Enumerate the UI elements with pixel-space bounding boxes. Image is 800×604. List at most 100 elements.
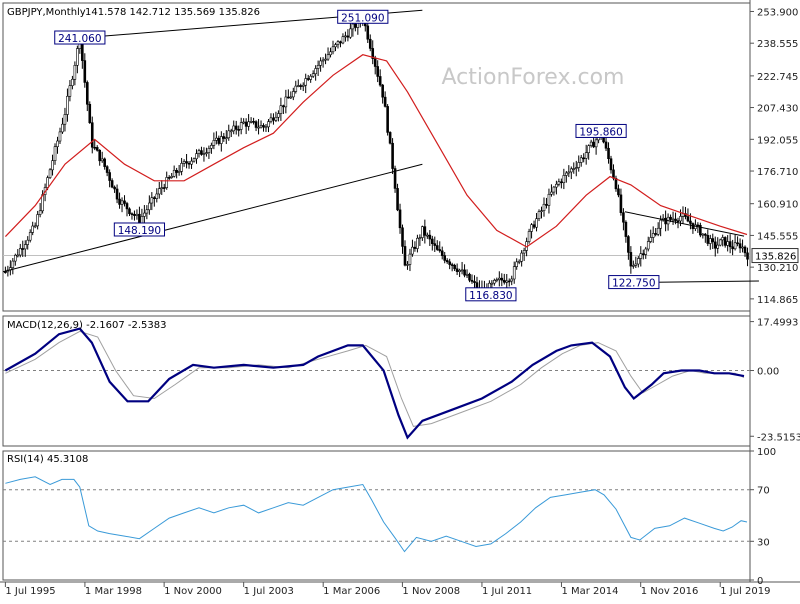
candle-body: [381, 84, 384, 98]
candle-body: [393, 168, 397, 189]
candle-body: [93, 146, 97, 149]
candle-body: [562, 175, 566, 184]
candle-body: [671, 218, 675, 221]
candle-body: [306, 78, 310, 80]
candle-body: [115, 188, 119, 200]
macd-tick-label: 0.00: [757, 367, 779, 378]
candle-body: [584, 152, 588, 159]
candle-body: [172, 169, 176, 177]
candle-body: [413, 246, 417, 249]
candle-body: [145, 209, 149, 214]
candle-body: [453, 264, 456, 270]
candle-body: [165, 177, 169, 188]
candle-body: [108, 172, 111, 181]
candle-body: [701, 233, 705, 236]
candle-body: [71, 78, 74, 87]
macd-title: MACD(12,26,9) -2.1607 -2.5383: [7, 320, 167, 331]
candle-body: [448, 261, 451, 265]
candle-body: [689, 220, 692, 224]
candle-body: [537, 211, 541, 220]
candle-body: [90, 122, 94, 148]
candle-body: [594, 139, 598, 148]
candle-body: [123, 200, 126, 204]
candle-body: [249, 121, 253, 123]
candle-body: [706, 235, 710, 244]
candle-body: [632, 265, 635, 267]
candle-body: [587, 145, 590, 153]
candle-body: [321, 59, 325, 62]
candle-body: [98, 150, 102, 162]
candle-body: [555, 183, 558, 188]
candle-body: [696, 224, 700, 227]
candle-body: [567, 171, 571, 174]
candle-body: [676, 220, 680, 222]
rsi-line: [5, 476, 748, 553]
candle-body: [522, 250, 526, 254]
candle-body: [83, 60, 87, 83]
candle-body: [398, 209, 402, 229]
candle-body: [493, 280, 496, 284]
candle-body: [267, 121, 270, 128]
candle-body: [659, 219, 662, 229]
price-annotation: 195.860: [579, 126, 622, 138]
candle-body: [262, 125, 265, 128]
candle-body: [569, 168, 573, 173]
last-price-label: 135.826: [755, 252, 796, 263]
price-annotation: 116.830: [469, 290, 512, 302]
candle-body: [68, 85, 72, 97]
candle-body: [455, 268, 459, 272]
macd-tick-label: 17.4993: [757, 318, 798, 329]
candle-body: [435, 245, 439, 250]
candle-body: [309, 75, 312, 80]
candle-body: [277, 113, 280, 118]
price-tick-label: 176.710: [757, 167, 798, 178]
candle-body: [527, 231, 531, 242]
candle-body: [222, 136, 226, 139]
price-tick-label: 160.910: [757, 200, 798, 211]
price-tick-label: 192.055: [757, 135, 798, 146]
price-annotation-box: [54, 30, 106, 45]
signal-line: [5, 330, 745, 427]
candle-body: [175, 169, 178, 173]
candle-body: [463, 269, 466, 276]
candle-body: [38, 210, 42, 215]
price-annotation: 122.750: [612, 278, 655, 290]
candle-body: [200, 150, 203, 155]
candle-body: [430, 238, 434, 244]
candle-body: [699, 225, 702, 236]
candle-body: [212, 140, 216, 146]
candle-body: [622, 212, 625, 223]
candle-body: [14, 254, 17, 262]
candle-body: [746, 252, 749, 260]
candle-body: [664, 217, 667, 225]
candle-body: [304, 78, 308, 86]
time-tick-label: 1 Nov 2016: [641, 586, 699, 597]
price-annotation: 241.060: [58, 33, 101, 45]
candle-body: [428, 234, 432, 240]
candle-body: [617, 188, 620, 196]
candle-body: [326, 54, 330, 60]
candle-body: [368, 38, 372, 49]
price-tick-label: 145.555: [757, 231, 798, 242]
candle-body: [371, 48, 375, 59]
time-tick-label: 1 Jul 2019: [720, 586, 770, 597]
rsi-title: RSI(14) 45.3108: [7, 454, 88, 465]
candle-body: [540, 210, 543, 212]
candles-group: [4, 13, 749, 301]
candle-body: [572, 168, 576, 170]
candle-body: [686, 216, 690, 222]
candle-body: [373, 58, 377, 67]
time-tick-label: 1 Nov 2008: [402, 586, 460, 597]
candle-body: [150, 197, 154, 204]
candle-body: [272, 117, 275, 121]
candle-body: [210, 145, 213, 149]
rsi-tick-label: 30: [757, 537, 770, 548]
candle-body: [560, 181, 563, 184]
candle-body: [582, 157, 586, 160]
candle-body: [53, 146, 57, 161]
candle-body: [192, 158, 196, 162]
candle-body: [264, 126, 268, 129]
candle-body: [229, 130, 233, 133]
candle-body: [411, 246, 414, 255]
candle-body: [378, 76, 382, 86]
